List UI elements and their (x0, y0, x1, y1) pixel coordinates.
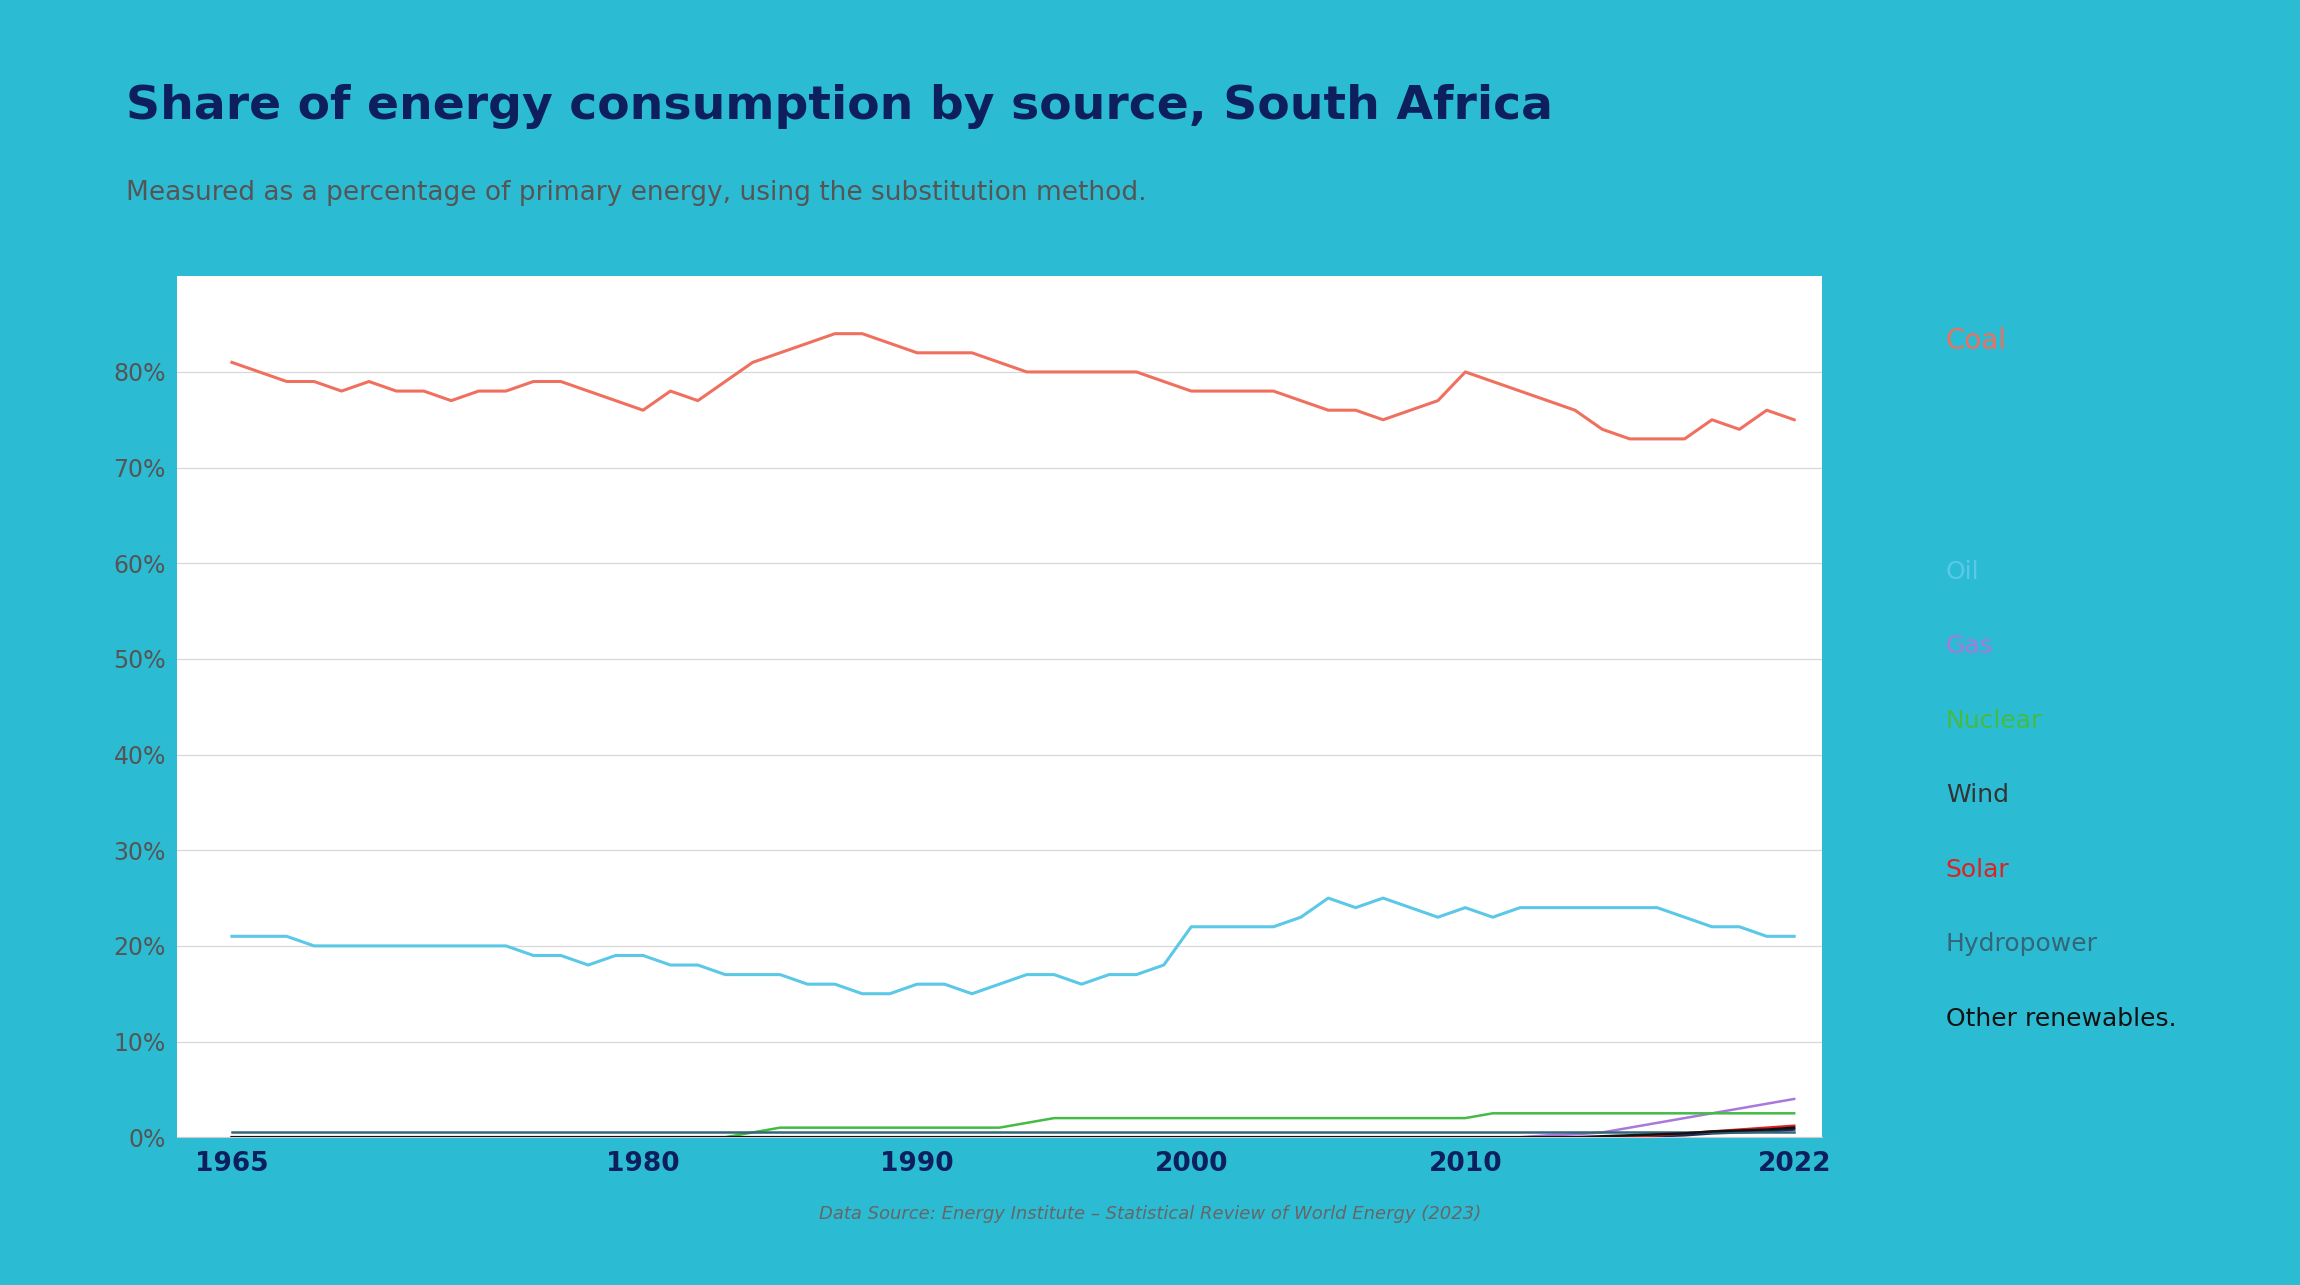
Text: Gas: Gas (1946, 635, 1994, 658)
Text: Hydropower: Hydropower (1946, 933, 2098, 956)
Text: Share of energy consumption by source, South Africa: Share of energy consumption by source, S… (126, 84, 1552, 128)
Text: Wind: Wind (1946, 784, 2008, 807)
Text: Measured as a percentage of primary energy, using the substitution method.: Measured as a percentage of primary ener… (126, 180, 1148, 206)
Text: Other renewables.: Other renewables. (1946, 1007, 2176, 1031)
Text: Coal: Coal (1946, 326, 2008, 355)
Text: Oil: Oil (1946, 560, 1980, 583)
Text: Nuclear: Nuclear (1946, 709, 2042, 732)
Text: Solar: Solar (1946, 858, 2010, 882)
Text: Data Source: Energy Institute – Statistical Review of World Energy (2023): Data Source: Energy Institute – Statisti… (819, 1205, 1481, 1223)
